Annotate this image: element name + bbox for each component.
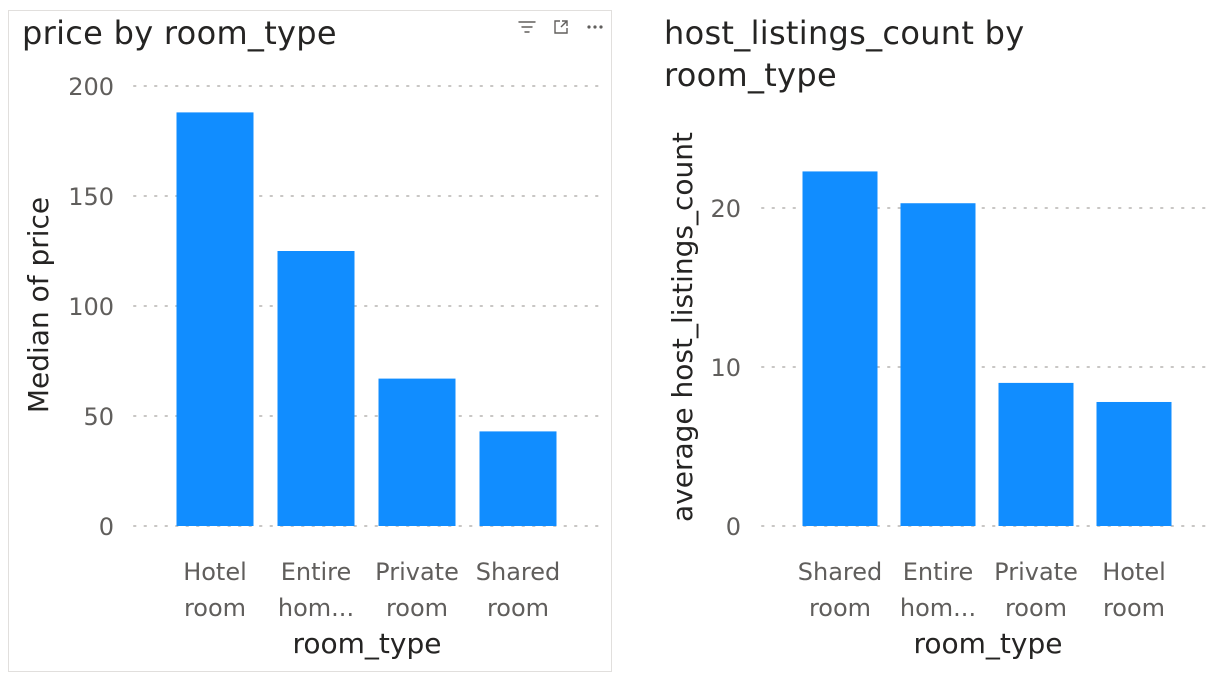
x-axis-title: room_type xyxy=(293,627,442,660)
x-tick-label: Hotel room xyxy=(1102,558,1166,622)
y-tick-label: 50 xyxy=(83,403,114,431)
y-axis-title: average host_listings_count xyxy=(666,132,699,522)
x-tick-label: Entire hom... xyxy=(900,558,976,622)
y-tick-label: 0 xyxy=(99,513,114,541)
bar[interactable] xyxy=(278,251,355,526)
host-listings-by-room-type-visual[interactable]: host_listings_count by room_type 0 10 20 Sh… xyxy=(620,0,1216,680)
price-bar-chart: 0 50 100 150 200 Hotel room Entire hom... Private… xyxy=(0,0,616,680)
host-listings-bar-chart: 0 10 20 Shared room Entire hom... Private room Ho… xyxy=(620,0,1216,680)
y-tick-label: 20 xyxy=(710,195,741,223)
bar[interactable] xyxy=(480,431,557,526)
y-tick-label: 100 xyxy=(68,293,114,321)
y-axis-title: Median of price xyxy=(22,197,55,413)
x-tick-label: Shared room xyxy=(798,558,883,622)
bar[interactable] xyxy=(177,112,254,526)
y-tick-label: 0 xyxy=(726,513,741,541)
bar[interactable] xyxy=(1097,402,1172,526)
price-by-room-type-visual[interactable]: price by room_type 0 50 100 150 200 Hotel room… xyxy=(0,0,616,680)
x-tick-label: Entire hom... xyxy=(278,558,354,622)
bar[interactable] xyxy=(901,203,976,526)
x-tick-label: Hotel room xyxy=(183,558,247,622)
y-tick-label: 10 xyxy=(710,354,741,382)
x-tick-label: Shared room xyxy=(476,558,561,622)
x-axis-title: room_type xyxy=(914,627,1063,660)
y-tick-label: 200 xyxy=(68,73,114,101)
x-tick-label: Private room xyxy=(375,558,459,622)
bar[interactable] xyxy=(999,383,1074,526)
y-tick-label: 150 xyxy=(68,183,114,211)
bar[interactable] xyxy=(379,379,456,526)
bar[interactable] xyxy=(803,171,878,526)
x-tick-label: Private room xyxy=(994,558,1078,622)
